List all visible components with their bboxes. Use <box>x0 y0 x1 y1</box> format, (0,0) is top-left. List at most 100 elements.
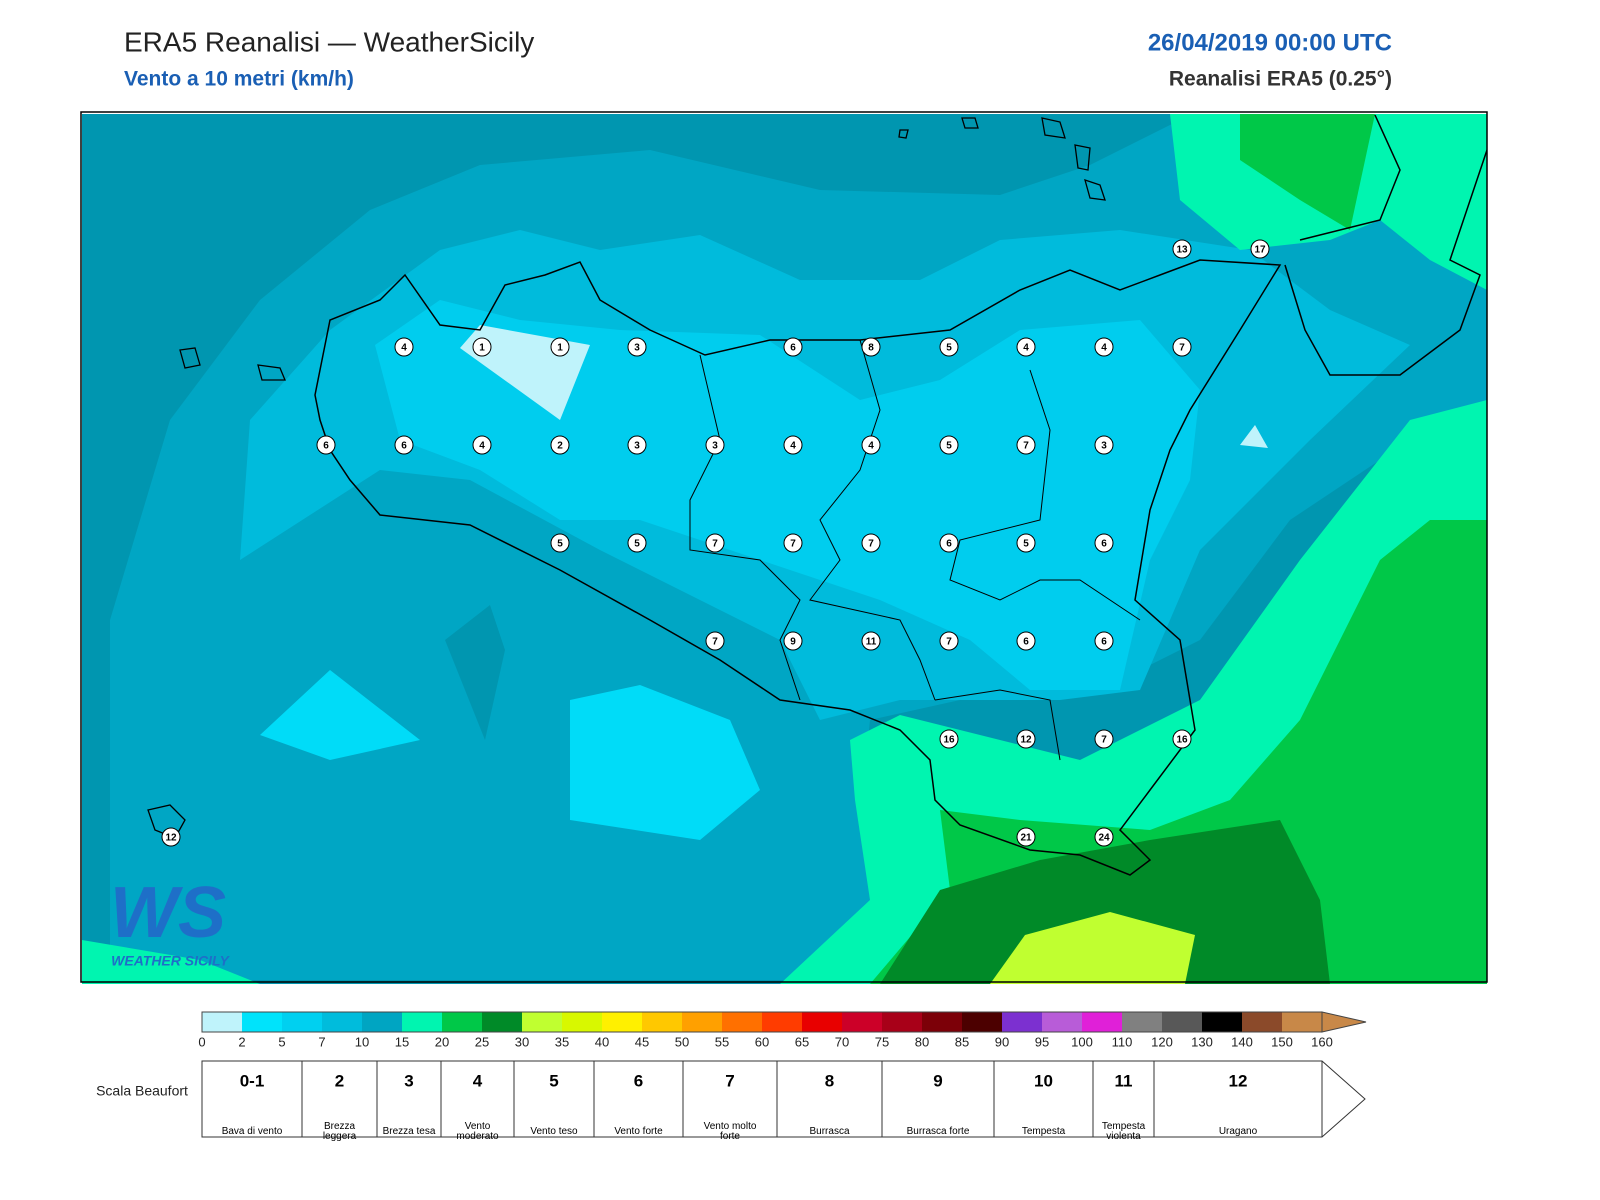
beaufort-label: Vento molto forte <box>703 1121 757 1142</box>
station-value: 6 <box>946 539 952 550</box>
color-swatch <box>1202 1012 1242 1032</box>
station-marker <box>783 533 803 553</box>
station-marker <box>627 533 647 553</box>
color-swatch <box>1082 1012 1122 1032</box>
station-value: 8 <box>868 343 874 354</box>
station-marker <box>394 435 414 455</box>
color-swatch <box>562 1012 602 1032</box>
station-marker <box>705 533 725 553</box>
station-value: 13 <box>1176 245 1188 256</box>
station-marker <box>627 337 647 357</box>
station-value: 6 <box>790 343 796 354</box>
color-swatch <box>602 1012 642 1032</box>
colorbar-tick-label: 140 <box>1231 1034 1253 1049</box>
station-value: 4 <box>401 343 407 354</box>
station-marker <box>783 435 803 455</box>
station-marker <box>1172 337 1192 357</box>
color-swatch <box>362 1012 402 1032</box>
station-marker <box>705 435 725 455</box>
station-marker <box>1016 435 1036 455</box>
station-value: 16 <box>943 735 955 746</box>
color-swatch <box>802 1012 842 1032</box>
beaufort-label: Burrasca <box>809 1126 850 1137</box>
station-marker <box>783 337 803 357</box>
beaufort-label: Vento moderato <box>456 1121 499 1142</box>
island <box>147 117 1106 839</box>
station-value: 12 <box>165 833 177 844</box>
colorbar-tick-label: 95 <box>1035 1034 1049 1049</box>
station-value: 7 <box>868 539 874 550</box>
station-value: 4 <box>868 441 874 452</box>
field <box>460 325 1268 448</box>
colorbar-tick-label: 10 <box>355 1034 369 1049</box>
field <box>375 300 1200 690</box>
station-marker <box>1250 239 1270 259</box>
stations: 13 174 1 1 3 6 8 5 4 4 76 6 4 2 3 3 4 4 5 7 35 5 7 7 7 6 5 67 9 11 7 6 6… <box>161 239 1270 847</box>
station-marker <box>394 337 414 357</box>
colorbar-tick-label: 15 <box>395 1034 409 1049</box>
beaufort-number: 5 <box>549 1071 558 1090</box>
station-value: 5 <box>1023 539 1029 550</box>
station-marker <box>1016 827 1036 847</box>
colorbar-tick-label: 110 <box>1112 1034 1133 1049</box>
logo-mark: WS <box>110 873 226 953</box>
station-marker <box>705 631 725 651</box>
field <box>260 670 760 840</box>
station-marker <box>939 337 959 357</box>
station-marker <box>1094 729 1114 749</box>
beaufort-label: Vento forte <box>614 1126 663 1137</box>
station-value: 7 <box>1179 343 1185 354</box>
colorbar-tick-label: 70 <box>835 1034 849 1049</box>
station-value: 5 <box>634 539 640 550</box>
station-value: 9 <box>790 637 796 648</box>
station-marker <box>861 435 881 455</box>
colorbar-tick-label: 60 <box>755 1034 769 1049</box>
color-swatch <box>1282 1012 1322 1032</box>
station-value: 5 <box>946 343 952 354</box>
beaufort-number: 6 <box>634 1071 643 1090</box>
station-value: 4 <box>1023 343 1029 354</box>
station-value: 16 <box>1176 735 1188 746</box>
beaufort-label: Uragano <box>1218 1126 1258 1137</box>
station-value: 7 <box>946 637 952 648</box>
station-marker <box>472 435 492 455</box>
coastline <box>1284 114 1487 376</box>
beaufort-number: 0-1 <box>240 1071 265 1090</box>
station-marker <box>1094 435 1114 455</box>
colorbar-tick-label: 80 <box>915 1034 929 1049</box>
station-value: 4 <box>790 441 796 452</box>
beaufort-label: Tempesta <box>1021 1126 1066 1137</box>
coastline <box>314 259 1282 876</box>
colorbar-tick-label: 25 <box>475 1034 489 1049</box>
beaufort-label: Brezza tesa <box>382 1126 436 1137</box>
beaufort-number: 3 <box>404 1071 413 1090</box>
color-swatch <box>962 1012 1002 1032</box>
field <box>990 912 1195 984</box>
logo-text: WEATHER SICILY <box>111 953 230 969</box>
field <box>445 605 505 740</box>
station-marker <box>939 631 959 651</box>
color-swatch <box>1002 1012 1042 1032</box>
colorbar: 0 2 5 7 10 15 20 25 30 35 40 45 50 55 60 65 70 75 80 85 90 95… <box>198 1011 1367 1049</box>
colorbar-tick-label: 40 <box>595 1034 609 1049</box>
title: ERA5 Reanalisi — WeatherSicily <box>124 26 534 57</box>
color-swatch <box>442 1012 482 1032</box>
map <box>82 114 1487 984</box>
colorbar-tick-label: 5 <box>278 1034 285 1049</box>
station-marker <box>1094 631 1114 651</box>
station-marker <box>861 631 881 651</box>
station-value: 2 <box>557 441 563 452</box>
beaufort-number: 7 <box>725 1071 734 1090</box>
colorbar-tick-label: 100 <box>1071 1034 1093 1049</box>
beaufort-number: 10 <box>1034 1071 1053 1090</box>
color-swatch <box>202 1012 242 1032</box>
model: Reanalisi ERA5 (0.25°) <box>1169 68 1392 91</box>
station-value: 1 <box>479 343 485 354</box>
beaufort-label: Tempesta violenta <box>1101 1121 1146 1142</box>
station-marker <box>316 435 336 455</box>
beaufort-label: Vento teso <box>530 1126 578 1137</box>
station-marker <box>939 729 959 749</box>
station-value: 3 <box>1101 441 1107 452</box>
colorbar-tick-label: 2 <box>238 1034 245 1049</box>
